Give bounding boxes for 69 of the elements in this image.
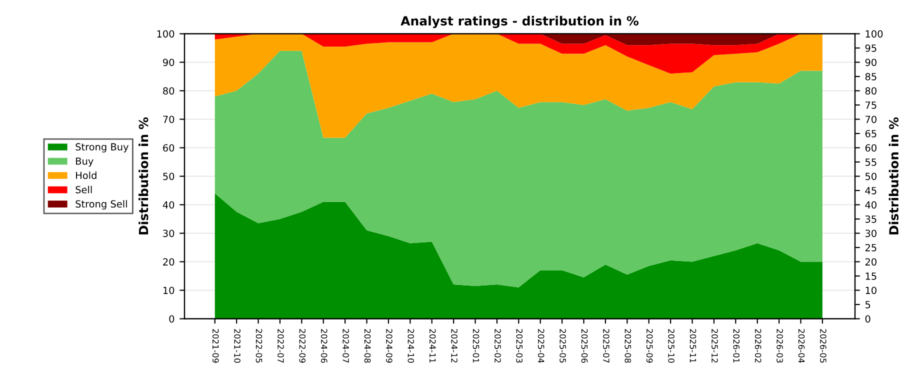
y-tick-label: 30 bbox=[163, 230, 174, 238]
legend-label: Buy bbox=[76, 158, 94, 167]
y2-tick-label: 25 bbox=[865, 244, 876, 252]
y-tick-label: 0 bbox=[169, 315, 174, 323]
x-tick-label: 2025-07 bbox=[603, 329, 610, 363]
x-tick-label: 2025-03 bbox=[516, 329, 523, 363]
y2-tick-label: 50 bbox=[865, 172, 876, 180]
x-tick-label: 2026-01 bbox=[733, 329, 740, 363]
y2-tick-label: 90 bbox=[865, 58, 876, 66]
y2-tick-label: 95 bbox=[865, 44, 876, 52]
y2-tick-label: 45 bbox=[865, 187, 876, 194]
y-axis-title: Distribution in % bbox=[138, 117, 148, 234]
y-tick-label: 10 bbox=[163, 286, 174, 294]
x-tick-label: 2022-07 bbox=[278, 329, 284, 363]
x-tick-label: 2025-02 bbox=[494, 329, 501, 362]
y2-tick-label: 30 bbox=[865, 230, 876, 238]
y-tick-label: 50 bbox=[163, 172, 174, 180]
y2-tick-label: 60 bbox=[865, 144, 876, 152]
y2-tick-label: 5 bbox=[865, 301, 870, 308]
x-tick-label: 2022-05 bbox=[256, 329, 262, 363]
x-tick-label: 2025-04 bbox=[538, 329, 544, 363]
x-tick-label: 2025-09 bbox=[646, 329, 653, 363]
y2-tick-label: 15 bbox=[866, 272, 876, 280]
y-tick-label: 70 bbox=[163, 116, 174, 124]
y2-tick-label: 70 bbox=[866, 116, 876, 124]
legend-label: Hold bbox=[76, 172, 96, 180]
y2-tick-label: 75 bbox=[866, 102, 876, 109]
x-tick-label: 2021-09 bbox=[212, 329, 219, 363]
legend-label: Sell bbox=[76, 186, 92, 194]
x-tick-label: 2025-01 bbox=[472, 329, 480, 363]
y2-tick-label: 40 bbox=[865, 201, 876, 209]
legend-label: Strong Buy bbox=[76, 143, 129, 152]
x-tick-label: 2024-10 bbox=[408, 329, 414, 363]
x-tick-label: 2024-06 bbox=[320, 329, 328, 363]
x-tick-label: 2025-08 bbox=[624, 329, 632, 363]
y2-tick-label: 10 bbox=[866, 286, 876, 294]
x-tick-label: 2024-11 bbox=[429, 329, 436, 363]
x-tick-label: 2024-12 bbox=[451, 329, 458, 362]
x-tick-label: 2025-11 bbox=[690, 329, 696, 363]
y2-tick-label: 80 bbox=[865, 87, 876, 95]
x-tick-label: 2024-09 bbox=[386, 329, 392, 363]
y-tick-label: 60 bbox=[163, 144, 174, 152]
y-tick-label: 90 bbox=[163, 58, 174, 66]
y2-tick-label: 100 bbox=[866, 30, 883, 38]
y2-tick-label: 0 bbox=[865, 315, 870, 323]
y-tick-label: 80 bbox=[163, 87, 174, 95]
y2-tick-label: 65 bbox=[865, 130, 876, 138]
x-tick-label: 2021-10 bbox=[234, 329, 240, 363]
x-tick-label: 2025-05 bbox=[560, 329, 566, 363]
y2-tick-label: 85 bbox=[865, 72, 876, 80]
y-tick-label: 40 bbox=[162, 201, 174, 209]
y2-tick-label: 20 bbox=[865, 258, 876, 266]
x-tick-label: 2025-12 bbox=[712, 329, 718, 362]
y-tick-label: 20 bbox=[163, 258, 174, 266]
x-tick-label: 2024-07 bbox=[342, 329, 349, 363]
y2-tick-label: 35 bbox=[865, 215, 876, 223]
y2-axis-title: Distribution in % bbox=[888, 117, 899, 234]
y-tick-label: 100 bbox=[157, 30, 174, 38]
y2-tick-label: 55 bbox=[865, 158, 876, 166]
x-tick-label: 2026-04 bbox=[798, 329, 805, 363]
x-tick-label: 2022-09 bbox=[299, 329, 306, 363]
legend-label: Strong Sell bbox=[76, 200, 127, 210]
x-tick-label: 2026-03 bbox=[776, 329, 783, 363]
x-tick-label: 2025-10 bbox=[668, 329, 674, 363]
x-tick-label: 2024-08 bbox=[364, 329, 371, 363]
chart-title: Analyst ratings - distribution in % bbox=[400, 16, 639, 28]
x-tick-label: 2026-02 bbox=[754, 329, 762, 362]
x-tick-label: 2026-05 bbox=[820, 329, 826, 363]
x-tick-label: 2025-06 bbox=[581, 329, 588, 363]
